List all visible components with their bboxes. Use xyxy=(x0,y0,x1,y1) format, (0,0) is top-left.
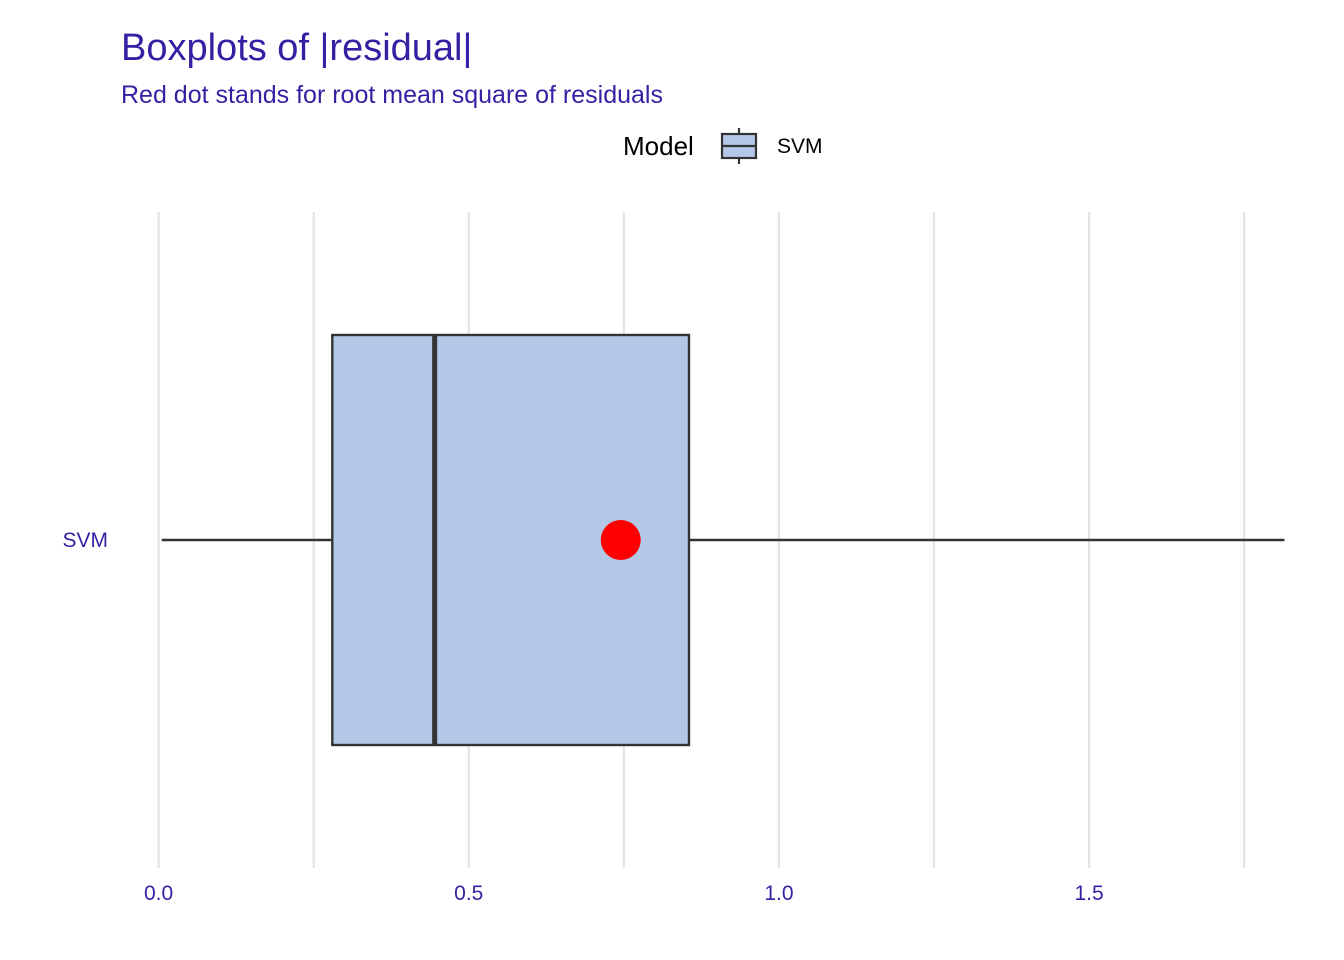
rmse-dot xyxy=(600,520,641,560)
x-tick-label: 1.0 xyxy=(764,882,793,905)
x-tick-label: 1.5 xyxy=(1074,882,1103,905)
legend-title: Model xyxy=(623,131,694,161)
legend: Model SVM xyxy=(623,128,823,164)
chart-subtitle: Red dot stands for root mean square of r… xyxy=(121,81,663,109)
chart-title: Boxplots of |residual| xyxy=(121,27,472,69)
x-tick-label: 0.5 xyxy=(454,882,483,905)
y-axis-categories: SVM xyxy=(62,529,108,552)
legend-key-svm xyxy=(720,128,758,164)
legend-label-svm: SVM xyxy=(777,135,823,158)
x-axis-ticks: 0.0 0.5 1.0 1.5 xyxy=(144,882,1104,905)
y-category-label: SVM xyxy=(62,529,108,552)
boxplots xyxy=(161,333,1285,747)
x-tick-label: 0.0 xyxy=(144,882,173,905)
